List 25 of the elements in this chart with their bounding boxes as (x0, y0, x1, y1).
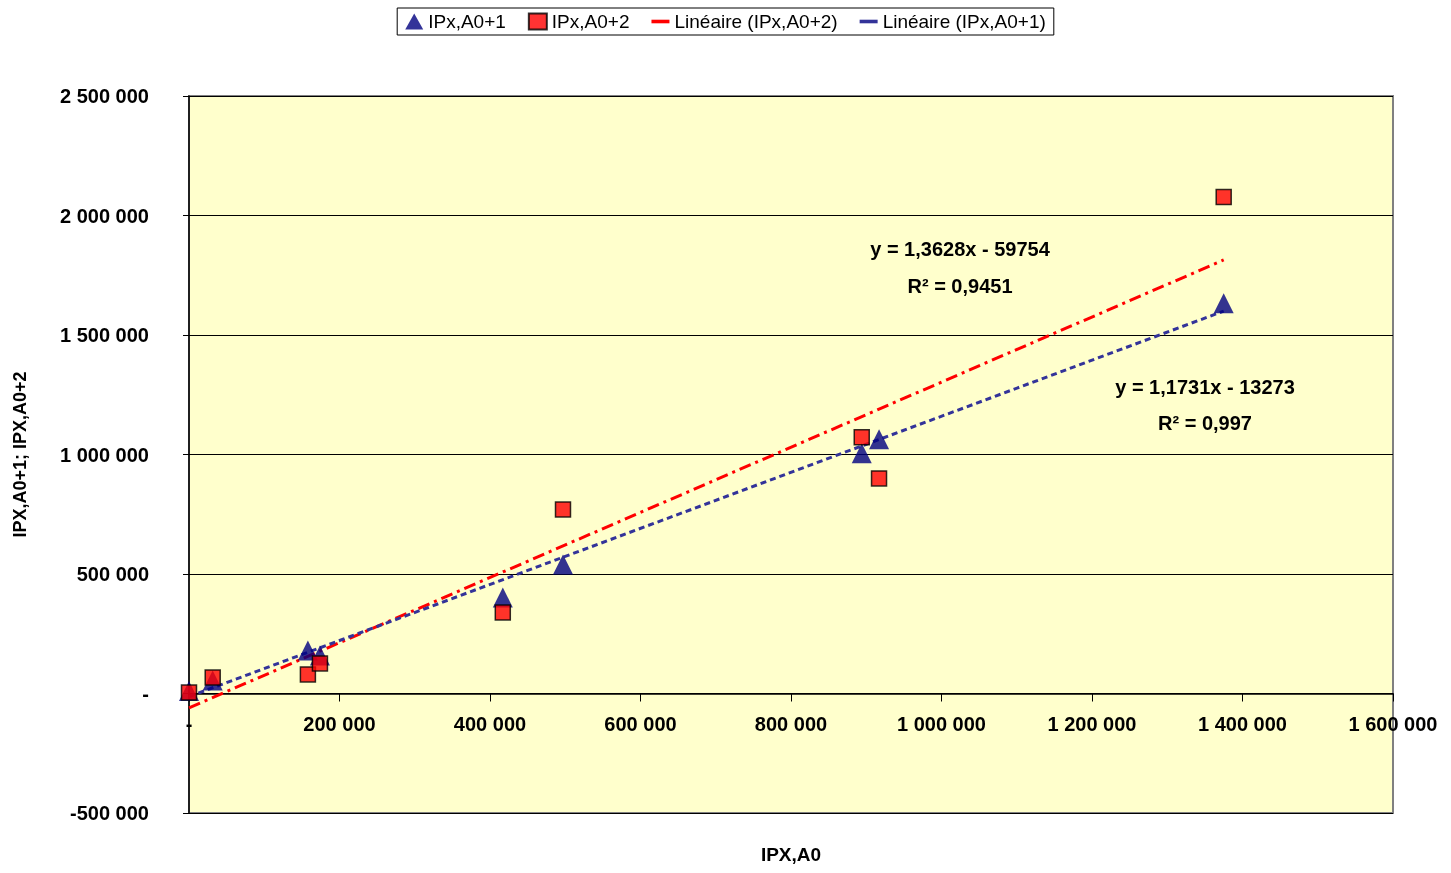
legend-label: Linéaire (IPx,A0+1) (882, 11, 1046, 32)
annotation: y = 1,3628x - 59754 (870, 238, 1051, 260)
y-tick-label: 500 000 (76, 563, 149, 585)
x-tick-label: 1 600 000 (1348, 712, 1438, 735)
y-axis-title: IPX,A0+1; IPX,A0+2 (10, 371, 30, 538)
annotation: R² = 0,9451 (907, 275, 1013, 297)
y-tick-label: 1 500 000 (60, 324, 149, 346)
x-axis-title: IPX,A0 (760, 843, 822, 865)
x-tick-label: 800 000 (754, 712, 828, 735)
legend-label: Linéaire (IPx,A0+2) (674, 11, 838, 32)
x-tick-label: 600 000 (604, 712, 677, 735)
annotation: R² = 0,997 (1158, 412, 1252, 434)
annotation: y = 1,1731x - 13273 (1115, 376, 1295, 398)
legend-label: IPx,A0+1 (428, 11, 506, 32)
x-tick-label: 1 000 000 (897, 712, 986, 735)
legend-label: IPx,A0+2 (551, 11, 630, 32)
x-tick-label: 1 400 000 (1198, 712, 1287, 735)
y-tick-label: 2 500 000 (60, 85, 149, 107)
x-tick-label: 200 000 (303, 712, 376, 735)
x-tick-label: 1 200 000 (1047, 712, 1137, 735)
y-tick-label: - (142, 682, 149, 705)
y-tick-label: 2 000 000 (60, 204, 149, 227)
y-tick-label: -500 000 (70, 802, 149, 824)
y-tick-label: 1 000 000 (60, 443, 149, 466)
x-tick-label: 400 000 (453, 712, 527, 735)
